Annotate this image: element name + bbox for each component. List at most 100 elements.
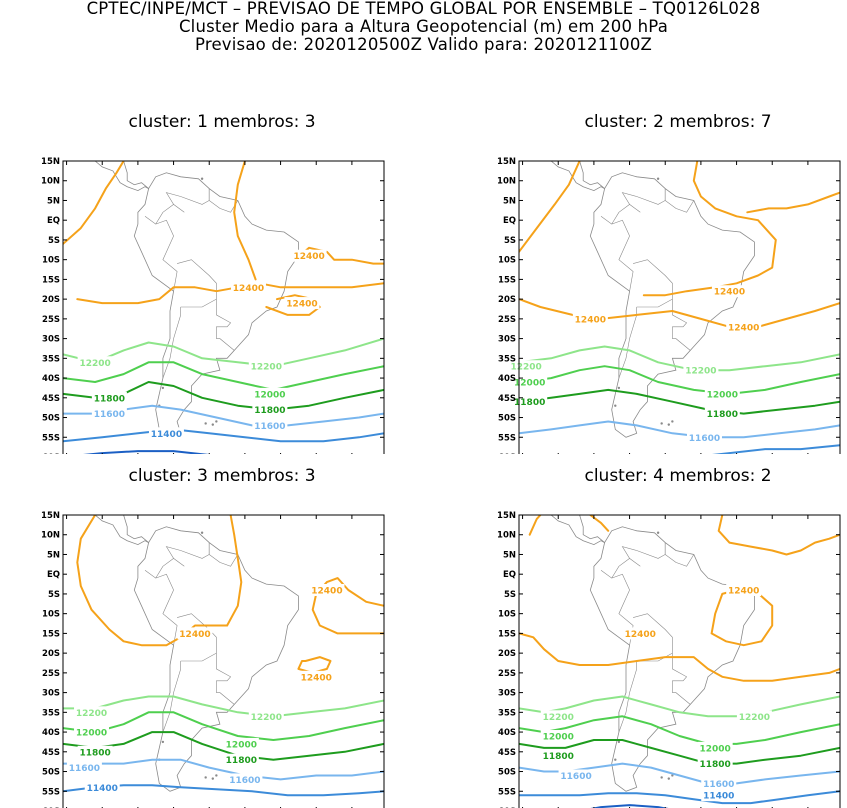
contour-line [293, 246, 384, 265]
panel-title: cluster: 1 membros: 3 [128, 112, 316, 132]
lat-tick-label: 10S [42, 256, 60, 266]
contour-label: 12000 [76, 729, 107, 739]
contour-label: 12400 [301, 673, 332, 683]
country-border [162, 661, 181, 733]
island [137, 488, 139, 489]
coastline-central-america [519, 161, 605, 192]
lat-tick-label: 25S [498, 669, 516, 679]
contour-line [642, 161, 777, 297]
country-border [155, 573, 178, 646]
contour-label: 11800 [254, 406, 285, 416]
contour-line [717, 515, 840, 556]
contour-label: 11800 [707, 410, 738, 420]
lat-tick-label: 45S [42, 748, 60, 758]
contour-labels: 12400 12400 12200 12200 12000 12000 11800 11800… [540, 583, 772, 802]
header-line-1: CPTEC/INPE/MCT – PREVISAO DE TEMPO GLOBA… [86, 0, 761, 18]
figure-header: CPTEC/INPE/MCT – PREVISAO DE TEMPO GLOBA… [0, 0, 847, 54]
contour-label: 11600 [254, 422, 285, 432]
contour-label: 12400 [728, 323, 759, 333]
contour-label: 12400 [575, 315, 606, 325]
contour-line [63, 695, 384, 718]
header-line-2: Cluster Medio para a Altura Geopotencial… [178, 17, 669, 36]
lat-tick-label: 35S [42, 708, 60, 718]
lat-tick-label: 60S [42, 453, 60, 454]
coastline-south-america [589, 172, 755, 438]
lat-tick-label: 50S [42, 768, 60, 778]
lat-tick-label: 20S [42, 649, 60, 659]
lat-tick-label: 10S [42, 610, 60, 620]
lat-tick-label: 30S [42, 689, 60, 699]
island [603, 502, 605, 504]
lat-tick-label: 10N [41, 177, 60, 187]
island [161, 740, 165, 744]
contour-labels: 12400 12400 12400 12200 12200 12000 12000 11800… [66, 583, 345, 794]
lat-tick-label: 55S [498, 787, 516, 797]
lat-tick-label: 5S [48, 590, 60, 600]
country-border [216, 299, 235, 351]
country-border [177, 613, 217, 662]
island [593, 488, 595, 489]
contour-label: 12200 [251, 363, 282, 373]
lat-tick-label: 15N [41, 511, 60, 521]
map-panel-4: cluster: 4 membros: 2 12400 12400 12200 122… [456, 466, 841, 808]
contour-label: 12000 [707, 390, 738, 400]
header-line-3: Previsao de: 2020120500Z Valido para: 20… [194, 35, 653, 54]
island [621, 144, 623, 146]
lat-tick-label: 55S [42, 787, 60, 797]
country-border [618, 661, 637, 733]
contour-line [63, 731, 384, 761]
country-border [633, 613, 673, 662]
country-border [144, 204, 174, 225]
lat-tick-label: 25S [42, 669, 60, 679]
contour-lines [519, 161, 840, 454]
lat-tick-label: 30S [42, 335, 60, 345]
contour-label: 11600 [703, 780, 734, 790]
country-border [216, 653, 235, 705]
island [137, 134, 139, 135]
base-map [519, 144, 755, 438]
island [660, 422, 663, 425]
island [667, 423, 670, 426]
base-map [63, 488, 299, 792]
lat-tick-label: EQ [503, 216, 516, 226]
island [204, 776, 207, 779]
island [667, 777, 670, 780]
country-border [177, 259, 217, 308]
island [656, 531, 660, 534]
country-border [208, 542, 239, 567]
lat-tick-label: 5S [504, 590, 516, 600]
contour-label: 11400 [703, 792, 734, 802]
lat-tick-label: 15S [498, 629, 516, 639]
contour-line [83, 450, 210, 454]
lat-tick-label: 25S [498, 315, 516, 325]
contour-label: 12000 [254, 390, 285, 400]
coastline-south-america [589, 526, 755, 792]
lat-tick-label: 5N [503, 196, 516, 206]
contour-label: 12400 [311, 586, 342, 596]
contour-label: 12400 [233, 284, 264, 294]
lat-tick-label: 15S [42, 275, 60, 285]
lat-tick-label: 55S [498, 433, 516, 443]
lat-tick-label: 5N [503, 550, 516, 560]
island [200, 531, 204, 534]
contour-label: 12400 [179, 630, 210, 640]
contour-label: 11600 [560, 772, 591, 782]
coastline-south-america [133, 526, 299, 792]
contour-labels: 12400 12400 12400 12200 12200 12000 11800 11800… [77, 249, 327, 440]
lat-tick-label: 5N [47, 196, 60, 206]
panel-title: cluster: 3 membros: 3 [128, 466, 316, 486]
country-border [618, 307, 637, 379]
contour-line [519, 345, 840, 372]
island [187, 502, 189, 504]
map-panel-3: cluster: 3 membros: 3 12400 12400 12400 122… [0, 466, 385, 808]
lat-tick-label: EQ [47, 216, 60, 226]
plot-frame [518, 160, 841, 454]
lat-tick-label: 60S [498, 453, 516, 454]
lat-tick-label: 20S [498, 295, 516, 305]
lat-tick-label: 10N [497, 531, 516, 541]
contour-line [528, 515, 542, 536]
plot-frame [62, 160, 385, 454]
contour-lines [519, 515, 840, 808]
coastline-central-america [63, 515, 149, 546]
island [614, 758, 617, 761]
